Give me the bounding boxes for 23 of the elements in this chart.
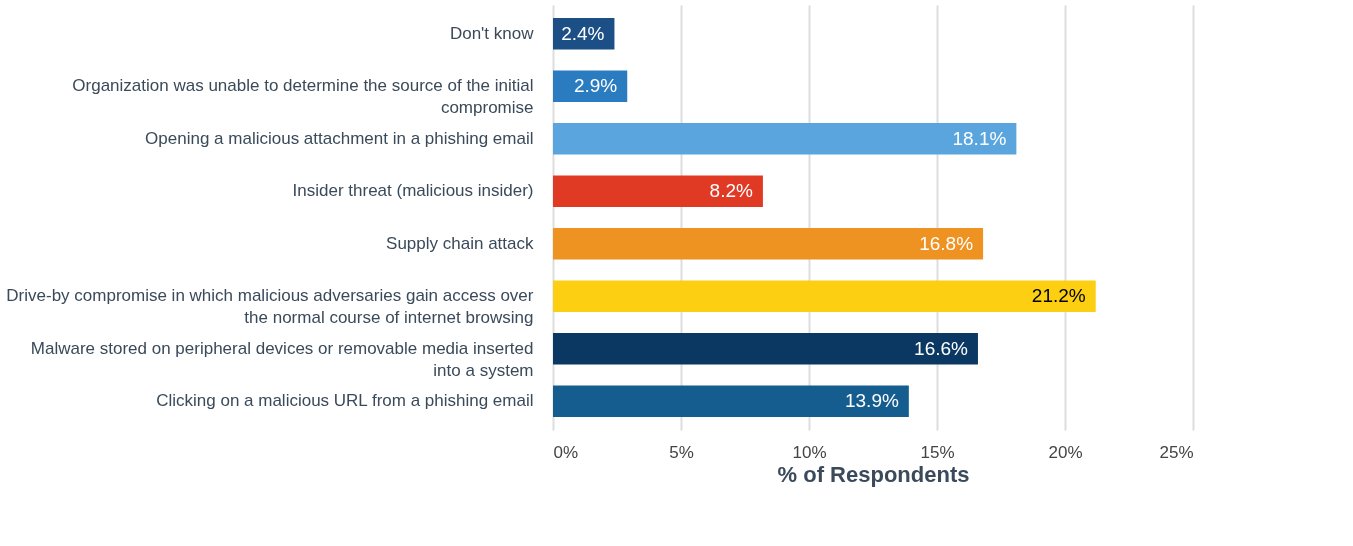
x-axis-title: % of Respondents bbox=[777, 461, 970, 487]
data-label: 21.2% bbox=[1031, 285, 1086, 307]
y-tick-label: Clicking on a malicious URL from a phishing email bbox=[156, 391, 534, 411]
y-tick-label: Don't know bbox=[449, 23, 535, 43]
data-label: 16.6% bbox=[914, 337, 969, 359]
y-tick-label: Organization was unable to determine the source of the initial compromise bbox=[72, 76, 534, 118]
data-label: 8.2% bbox=[709, 180, 754, 202]
y-tick-label: Supply chain attack bbox=[386, 233, 534, 253]
y-tick-label: Opening a malicious attachment in a phishing email bbox=[145, 128, 534, 148]
y-tick-label: Malware stored on peripheral devices or removable media inserted into a system bbox=[30, 338, 534, 380]
data-label: 13.9% bbox=[844, 390, 899, 412]
x-tick-label: 10% bbox=[792, 442, 827, 462]
x-tick-label: 15% bbox=[920, 442, 955, 462]
x-tick-label: 20% bbox=[1048, 442, 1083, 462]
data-label: 18.1% bbox=[952, 127, 1007, 149]
x-tick-label: 25% bbox=[1159, 442, 1194, 462]
data-label: 16.8% bbox=[919, 232, 974, 254]
data-label: 2.9% bbox=[573, 75, 618, 97]
x-tick-label: 5% bbox=[669, 442, 694, 462]
data-label: 2.4% bbox=[561, 22, 605, 44]
x-tick-label: 0% bbox=[553, 442, 579, 462]
y-tick-label: Drive-by compromise in which malicious adversaries gain access over the normal course of internet browsing bbox=[6, 286, 534, 328]
y-tick-label: Insider threat (malicious insider) bbox=[292, 181, 534, 201]
